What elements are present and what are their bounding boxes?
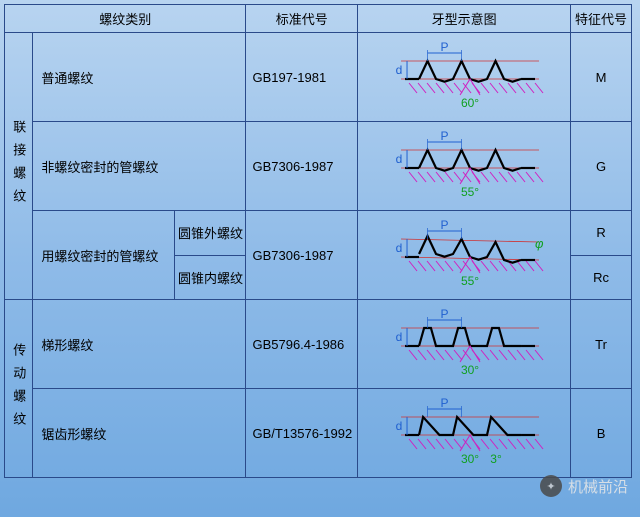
- svg-text:P: P: [441, 396, 449, 410]
- table-row: 非螺纹密封的管螺纹GB7306-1987 P d 55° G: [5, 122, 632, 211]
- header-row: 螺纹类别 标准代号 牙型示意图 特征代号: [5, 5, 632, 33]
- standard-code: GB197-1981: [246, 33, 358, 122]
- watermark-text: 机械前沿: [568, 476, 628, 497]
- feature-code: R: [571, 211, 632, 256]
- svg-text:d: d: [396, 330, 403, 344]
- feature-code: B: [571, 389, 632, 478]
- standard-code: GB/T13576-1992: [246, 389, 358, 478]
- standard-code: GB7306-1987: [246, 211, 358, 300]
- svg-text:3°: 3°: [490, 452, 502, 466]
- feature-code: Tr: [571, 300, 632, 389]
- svg-text:P: P: [441, 218, 449, 232]
- watermark: ✦ 机械前沿: [540, 475, 628, 497]
- diagram-cell: P d 60°: [358, 33, 571, 122]
- svg-text:55°: 55°: [461, 274, 479, 288]
- diagram-cell: P d 55°: [358, 122, 571, 211]
- thread-diagram: P d 30° 3°: [358, 389, 570, 477]
- svg-text:60°: 60°: [461, 96, 479, 110]
- thread-subtype: 圆锥内螺纹: [175, 255, 246, 300]
- svg-text:P: P: [441, 40, 449, 54]
- svg-text:d: d: [396, 241, 403, 255]
- diagram-cell: P d 30°: [358, 300, 571, 389]
- diagram-cell: P d 30° 3°: [358, 389, 571, 478]
- table-row: 传动螺纹梯形螺纹GB5796.4-1986 P d 30° Tr: [5, 300, 632, 389]
- thread-subtype: 圆锥外螺纹: [175, 211, 246, 256]
- thread-name: 非螺纹密封的管螺纹: [33, 122, 246, 211]
- thread-diagram: P d 55°: [358, 122, 570, 210]
- svg-text:30°: 30°: [461, 452, 479, 466]
- thread-name: 锯齿形螺纹: [33, 389, 246, 478]
- thread-name: 用螺纹密封的管螺纹: [33, 211, 175, 300]
- thread-diagram: P d 60°: [358, 33, 570, 121]
- standard-code: GB5796.4-1986: [246, 300, 358, 389]
- thread-diagram: P d 30°: [358, 300, 570, 388]
- svg-text:φ: φ: [535, 236, 544, 251]
- svg-text:P: P: [441, 129, 449, 143]
- svg-text:d: d: [396, 63, 403, 77]
- svg-text:55°: 55°: [461, 185, 479, 199]
- table-row: 用螺纹密封的管螺纹圆锥外螺纹GB7306-1987 P d 55°φ R: [5, 211, 632, 256]
- thread-name: 梯形螺纹: [33, 300, 246, 389]
- svg-text:30°: 30°: [461, 363, 479, 377]
- svg-text:d: d: [396, 419, 403, 433]
- hdr-category: 螺纹类别: [5, 5, 246, 33]
- thread-name: 普通螺纹: [33, 33, 246, 122]
- diagram-cell: P d 55° φ: [358, 211, 571, 300]
- hdr-feature: 特征代号: [571, 5, 632, 33]
- hdr-standard: 标准代号: [246, 5, 358, 33]
- svg-text:d: d: [396, 152, 403, 166]
- thread-diagram: P d 55° φ: [358, 211, 570, 299]
- feature-code: Rc: [571, 255, 632, 300]
- thread-spec-table: 螺纹类别 标准代号 牙型示意图 特征代号 联接螺纹普通螺纹GB197-1981 …: [4, 4, 632, 478]
- table-row: 锯齿形螺纹GB/T13576-1992 P d 30° 3° B: [5, 389, 632, 478]
- svg-text:P: P: [441, 307, 449, 321]
- group-label: 传动螺纹: [5, 300, 33, 478]
- feature-code: G: [571, 122, 632, 211]
- group-label: 联接螺纹: [5, 33, 33, 300]
- feature-code: M: [571, 33, 632, 122]
- wechat-icon: ✦: [540, 475, 562, 497]
- hdr-diagram: 牙型示意图: [358, 5, 571, 33]
- standard-code: GB7306-1987: [246, 122, 358, 211]
- table-row: 联接螺纹普通螺纹GB197-1981 P d 60° M: [5, 33, 632, 122]
